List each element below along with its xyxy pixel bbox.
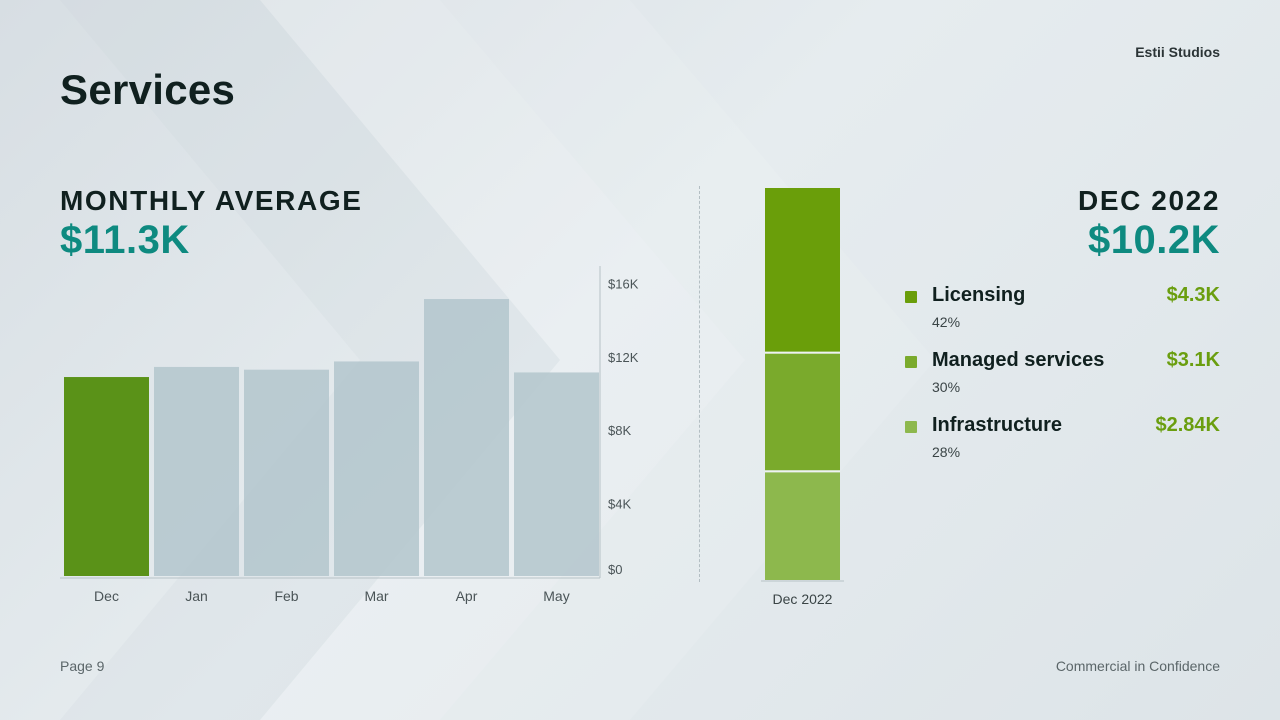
bar-jan <box>154 366 239 576</box>
bar-apr <box>424 299 509 576</box>
legend-name: Managed services <box>932 349 1105 371</box>
licensing-swatch <box>905 291 917 303</box>
y-tick-label: $4K <box>608 497 631 512</box>
stack-x-label: Dec 2022 <box>773 591 833 607</box>
y-tick-label: $16K <box>608 276 639 291</box>
managed-services-swatch <box>905 356 917 368</box>
legend-item-managed-services: Managed services $3.1K 30% <box>905 349 1220 399</box>
legend-name: Licensing <box>932 284 1026 306</box>
legend-percent: 42% <box>932 314 961 330</box>
bar-may <box>514 372 599 576</box>
bar-feb <box>244 369 329 576</box>
legend-name: Infrastructure <box>932 414 1063 436</box>
x-tick-label: Dec <box>94 588 119 604</box>
legend-percent: 28% <box>932 444 961 460</box>
x-tick-label: Mar <box>364 588 388 604</box>
x-tick-label: Jan <box>185 588 208 604</box>
brand-name: Estii Studios <box>1135 44 1220 60</box>
x-tick-label: Feb <box>274 588 298 604</box>
page-number: Page 9 <box>60 658 105 674</box>
stack-segment-managed-services <box>765 353 840 472</box>
legend-item-licensing: Licensing $4.3K 42% <box>905 284 1220 334</box>
bar-mar <box>334 361 419 576</box>
stack-segment-infrastructure <box>765 472 840 580</box>
period-total-value: $10.2K <box>1088 218 1220 262</box>
monthly-average-value: $11.3K <box>60 218 190 262</box>
x-tick-label: Apr <box>456 588 478 604</box>
page-title: Services <box>60 66 236 113</box>
legend-value: $4.3K <box>1166 284 1220 306</box>
legend-percent: 30% <box>932 379 961 395</box>
y-tick-label: $8K <box>608 423 631 438</box>
x-tick-label: May <box>543 588 569 604</box>
monthly-average-label: MONTHLY AVERAGE <box>60 185 363 216</box>
bar-dec <box>64 377 149 576</box>
legend-value: $3.1K <box>1166 349 1220 371</box>
stack-segment-licensing <box>765 188 840 353</box>
legend-value: $2.84K <box>1155 414 1221 436</box>
confidentiality-note: Commercial in Confidence <box>1055 658 1220 674</box>
legend-item-infrastructure: Infrastructure $2.84K 28% <box>905 414 1220 464</box>
y-tick-label: $12K <box>608 350 639 365</box>
period-label: DEC 2022 <box>1078 185 1220 216</box>
infrastructure-swatch <box>905 421 917 433</box>
y-tick-label: $0 <box>608 562 622 577</box>
panel-divider <box>699 186 700 582</box>
